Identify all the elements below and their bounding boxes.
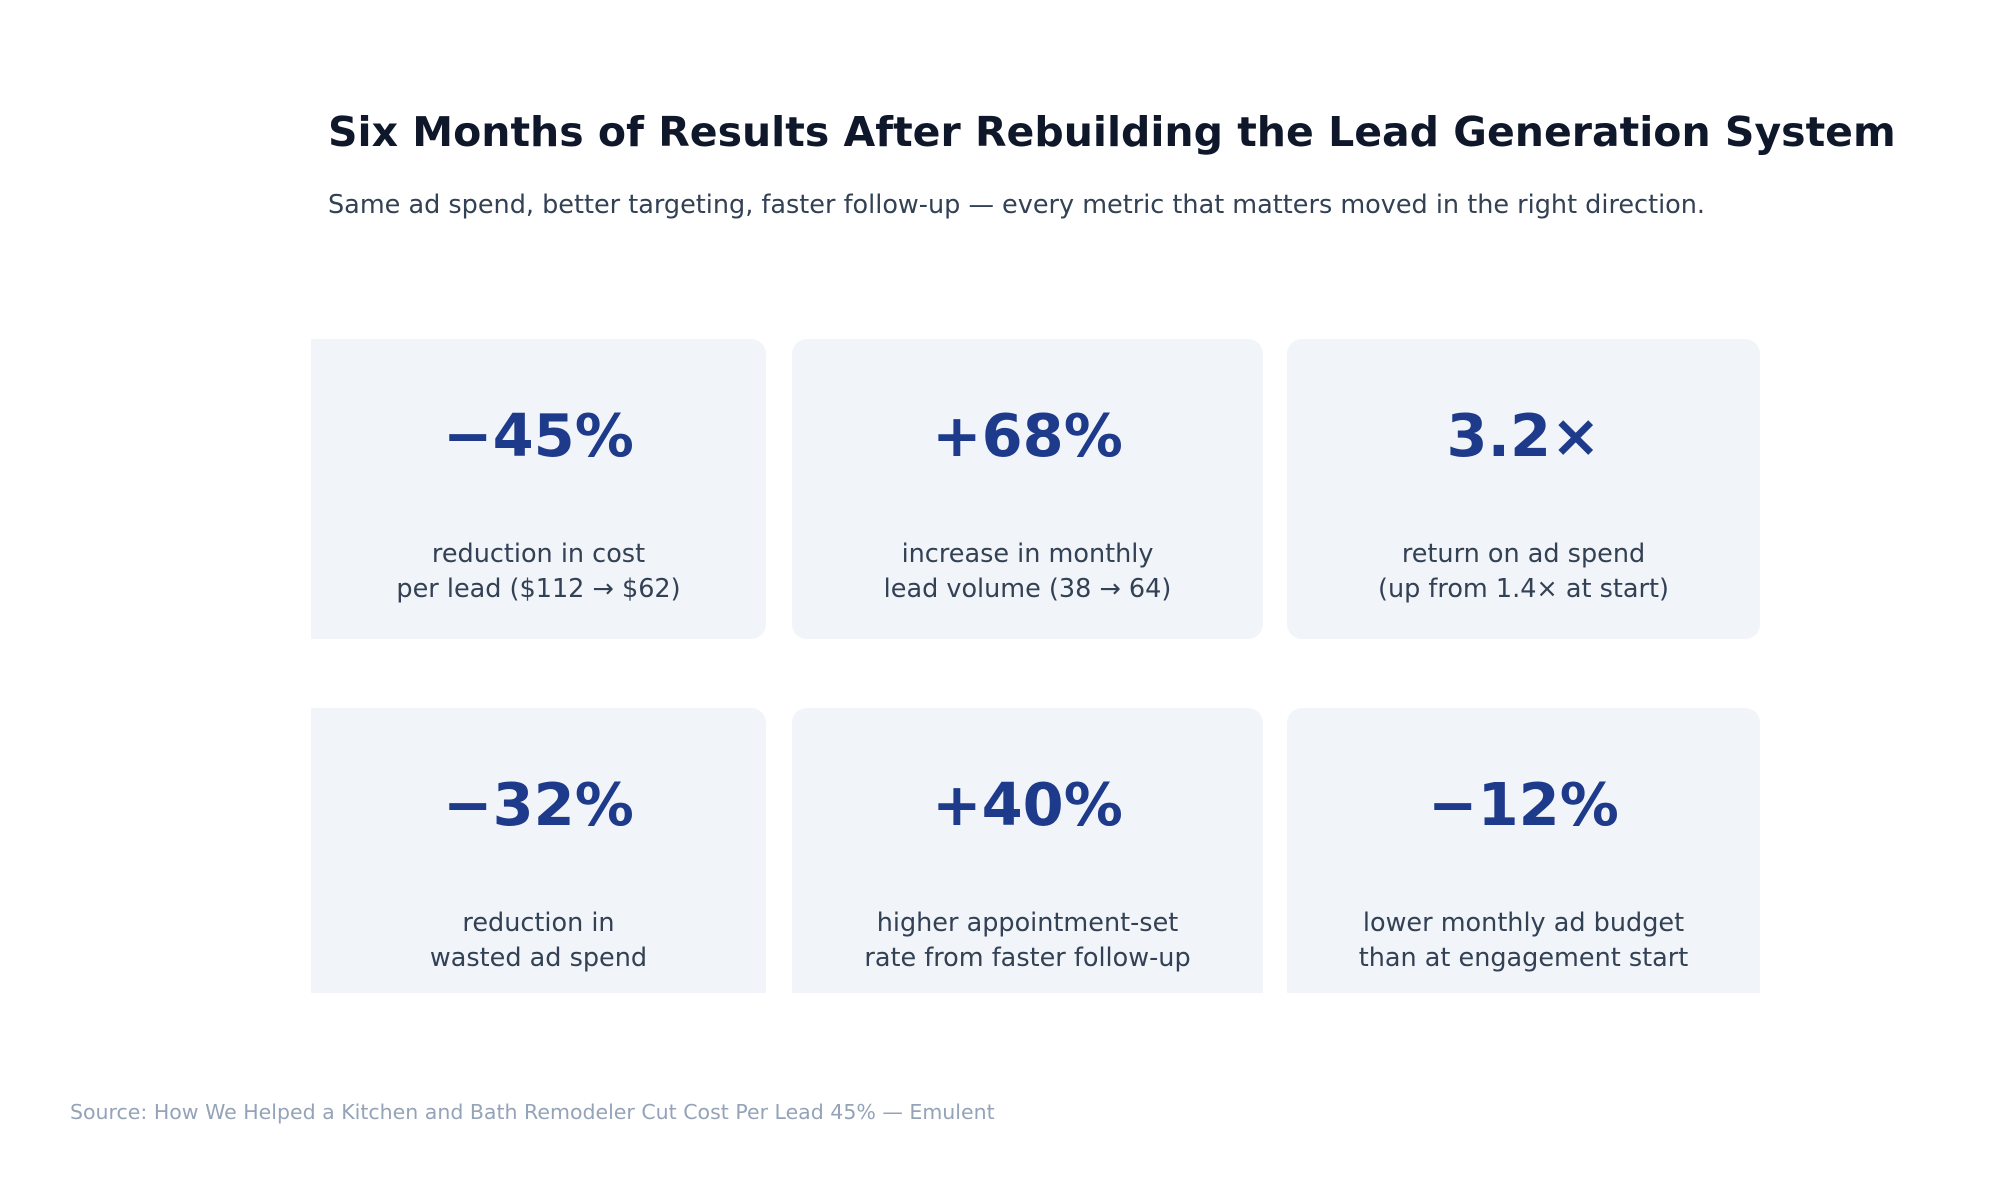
stat-value: −32% [443, 770, 634, 839]
stat-description: return on ad spend [1401, 539, 1646, 569]
stat-card: −12% lower monthly ad budget than at engag… [1287, 708, 1760, 993]
stat-description: (up from 1.4× at start) [1378, 574, 1669, 604]
stat-description: increase in monthly [901, 539, 1154, 569]
stat-value: −12% [1428, 770, 1619, 839]
stat-card: −45% reduction in cost per lead ($112 → $6… [311, 339, 766, 639]
stat-value: −45% [443, 401, 634, 470]
stat-description: per lead ($112 → $62) [396, 574, 681, 604]
stat-description: reduction in [462, 908, 615, 938]
source: Source: How We Helped a Kitchen and Bath… [70, 1100, 995, 1124]
stat-card: +40% higher appointment-set rate from fast… [792, 708, 1263, 993]
stat-value: +68% [932, 401, 1123, 470]
stat-description: wasted ad spend [429, 943, 648, 973]
stat-description: than at engagement start [1358, 943, 1689, 973]
stat-description: reduction in cost [431, 539, 646, 569]
stat-description: lower monthly ad budget [1362, 908, 1685, 938]
stat-card: −32% reduction in wasted ad spend [311, 708, 766, 993]
stat-value: 3.2× [1446, 401, 1601, 470]
stat-value: +40% [932, 770, 1123, 839]
stat-description: rate from faster follow-up [864, 943, 1191, 973]
stat-card: 3.2× return on ad spend (up from 1.4× at s… [1287, 339, 1760, 639]
title: Six Months of Results After Rebuilding t… [328, 108, 1896, 156]
stat-card: +68% increase in monthly lead volume (38 →… [792, 339, 1263, 639]
stat-description: higher appointment-set [876, 908, 1179, 938]
stat-description: lead volume (38 → 64) [883, 574, 1172, 604]
subtitle: Same ad spend, better targeting, faster … [328, 190, 1706, 220]
